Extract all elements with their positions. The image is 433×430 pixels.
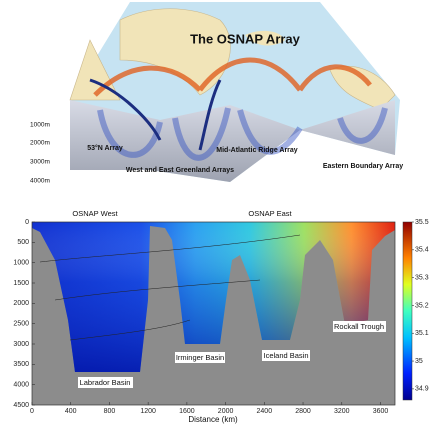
y-tick-label: 1000 — [13, 260, 29, 267]
annotation: Labrador Basin — [80, 378, 131, 387]
annotation: OSNAP West — [72, 209, 118, 218]
colorbar-tick-label: 35.3 — [415, 274, 429, 281]
y-tick-label: 2500 — [13, 321, 29, 328]
x-tick-label: 1600 — [179, 408, 195, 415]
depth-label: 1000m — [30, 122, 50, 129]
y-tick-label: 4000 — [13, 382, 29, 389]
array-label: Eastern Boundary Array — [323, 163, 403, 170]
array-label: 53°N Array — [87, 144, 123, 152]
x-tick-label: 2000 — [218, 408, 234, 415]
deep-currents — [89, 78, 222, 151]
label-box — [175, 352, 225, 363]
annotation: Rockall Trough — [334, 322, 384, 331]
colorbar-tick-label: 35.1 — [415, 330, 429, 337]
label-box — [333, 321, 386, 332]
currents — [93, 57, 372, 97]
depth-label: 3000m — [30, 159, 50, 166]
x-tick-label: 800 — [104, 408, 116, 415]
x-tick-label: 2400 — [257, 408, 273, 415]
section-block — [70, 100, 395, 182]
diagram-title: The OSNAP Array — [190, 31, 301, 46]
y-tick-label: 4500 — [13, 402, 29, 409]
x-tick-label: 3600 — [373, 408, 389, 415]
annotation: OSNAP East — [248, 209, 292, 218]
europe — [329, 65, 396, 111]
x-tick-label: 400 — [65, 408, 77, 415]
colorbar-tick-label: 34.9 — [415, 386, 429, 393]
y-tick-label: 2000 — [13, 300, 29, 307]
array-label: West and East Greenland Arrays — [126, 167, 234, 174]
iceland — [245, 30, 285, 46]
label-box — [78, 377, 133, 388]
colorbar-tick-label: 35.2 — [415, 302, 429, 309]
x-tick-label: 1200 — [140, 408, 156, 415]
y-tick-label: 3500 — [13, 361, 29, 368]
colorbar — [402, 221, 413, 401]
annotation: Iceland Basin — [263, 351, 308, 360]
x-axis-label: Distance (km) — [188, 415, 238, 424]
depth-label: 4000m — [30, 178, 50, 185]
contours — [39, 234, 301, 341]
colorbar-tick-label: 35.4 — [415, 247, 429, 254]
label-box — [262, 350, 310, 361]
colorbar-tick-label: 35 — [415, 358, 423, 365]
salinity-shade — [32, 222, 395, 372]
plot-frame — [31, 221, 396, 406]
x-tick-label: 0 — [30, 408, 34, 415]
annotation: Irminger Basin — [176, 353, 224, 362]
depth-label: 2000m — [30, 140, 50, 147]
basins — [97, 107, 388, 161]
x-tick-label: 3200 — [334, 408, 350, 415]
array-label: Mid-Atlantic Ridge Array — [216, 147, 298, 154]
y-tick-label: 3000 — [13, 341, 29, 348]
y-tick-label: 0 — [25, 219, 29, 226]
y-tick-label: 500 — [17, 239, 29, 246]
x-tick-label: 2800 — [295, 408, 311, 415]
y-tick-label: 1500 — [13, 280, 29, 287]
colorbar-tick-label: 35.5 — [415, 219, 429, 226]
